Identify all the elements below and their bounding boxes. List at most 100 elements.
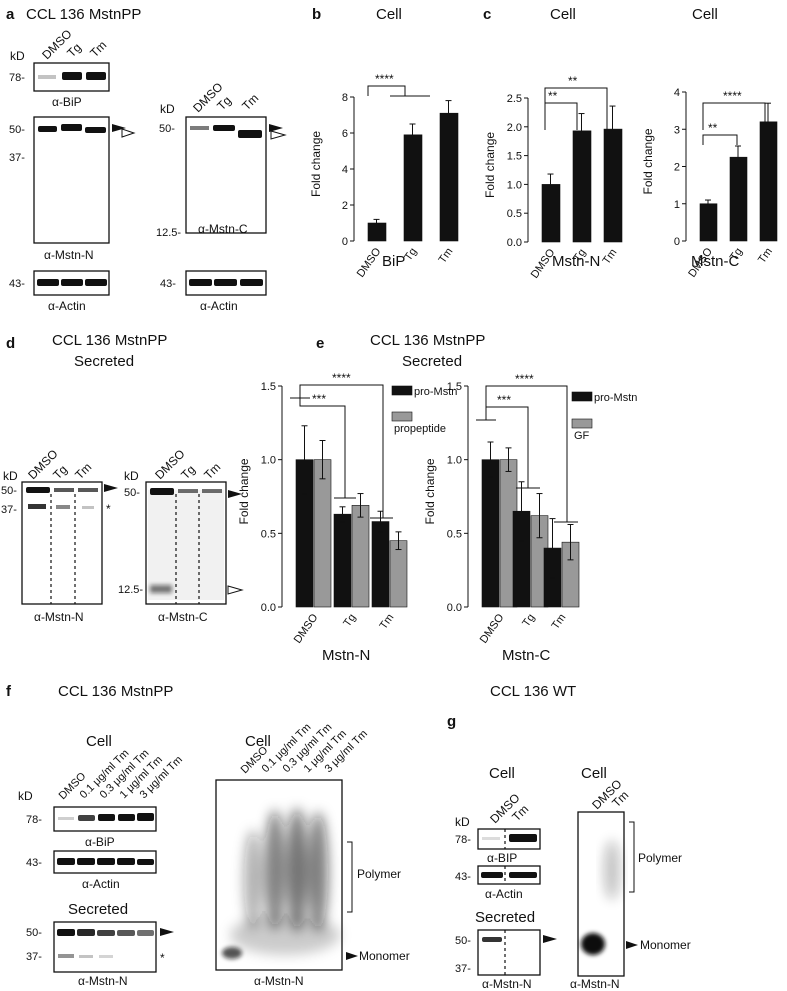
y-axis-label: Fold change — [483, 132, 497, 198]
band — [481, 872, 503, 878]
bar — [371, 521, 390, 608]
band — [98, 814, 115, 821]
panel-letter-g: g — [447, 713, 456, 730]
marker: 78- — [26, 814, 42, 826]
marker: 50- — [26, 927, 42, 939]
significance-label: **** — [375, 72, 394, 86]
marker: 37- — [1, 504, 17, 516]
y-tick-label: 4 — [674, 87, 680, 99]
panel-letter-e: e — [316, 335, 324, 352]
y-tick-label: 0.0 — [447, 602, 462, 614]
chart-c2-xlabel: Mstn-C — [691, 253, 740, 270]
bar — [759, 121, 778, 242]
polymer-bracket — [629, 821, 635, 893]
lane-label: Tg — [178, 462, 198, 482]
y-tick-label: 1.5 — [447, 381, 462, 393]
y-axis-label: Fold change — [309, 131, 323, 197]
significance-label: **** — [332, 371, 351, 385]
legend-swatch — [391, 411, 413, 422]
panel-f-cell: Cell — [86, 733, 112, 750]
polymer-smear — [604, 840, 620, 900]
blot-label: α-Mstn-N — [78, 974, 128, 988]
panel-letter-b: b — [312, 6, 321, 23]
significance-bracket — [299, 384, 384, 518]
marker: 50- — [159, 123, 175, 135]
y-tick-label: 0.0 — [261, 602, 276, 614]
band — [79, 955, 93, 958]
star: * — [160, 951, 165, 965]
band — [82, 506, 94, 509]
marker: 50- — [9, 124, 25, 136]
panel-g-cell: Cell — [489, 765, 515, 782]
blot-label: α-Actin — [82, 877, 120, 891]
legend-label: propeptide — [394, 423, 446, 435]
marker: 12.5- — [156, 227, 181, 239]
significance-label: *** — [312, 392, 326, 406]
panel-a: a CCL 136 MstnPP kD DMSO Tg Tm 78- α-BiP… — [6, 6, 287, 313]
monomer-label: Monomer — [359, 949, 410, 963]
bar — [389, 540, 408, 608]
band — [213, 125, 235, 131]
blot-mstn-n — [33, 116, 110, 244]
significance-label: **** — [723, 89, 742, 103]
marker: 43- — [9, 278, 25, 290]
marker: 78- — [455, 834, 471, 846]
significance-label: ** — [568, 74, 578, 88]
band — [38, 126, 57, 132]
bar — [439, 112, 459, 242]
chart-b-xlabel: BiP — [382, 253, 405, 270]
x-tick-label: Tm — [756, 246, 775, 266]
panel-letter-c: c — [483, 6, 491, 23]
bar — [699, 203, 718, 242]
polymer-label: Polymer — [357, 867, 401, 881]
arrowhead-filled — [346, 952, 358, 960]
chart-e1-xlabel: Mstn-N — [322, 647, 370, 664]
bar — [333, 513, 352, 608]
band — [214, 279, 237, 286]
lane-label: Tm — [239, 91, 261, 113]
legend-label: GF — [574, 430, 590, 442]
band — [137, 859, 154, 865]
x-tick-label: DMSO — [355, 245, 384, 279]
lane-label: Tm — [72, 460, 94, 482]
blot-label: α-BiP — [85, 835, 115, 849]
band — [57, 858, 75, 865]
band — [85, 127, 106, 133]
panel-c-title-2: Cell — [692, 6, 718, 23]
lane-label: Tm — [201, 460, 223, 482]
blot-label: α-Mstn-N — [482, 977, 532, 991]
y-tick-label: 0.5 — [261, 528, 276, 540]
chart-e2-xlabel: Mstn-C — [502, 647, 551, 664]
blot-label: α-BIP — [487, 851, 517, 865]
panel-g-title: CCL 136 WT — [490, 683, 576, 700]
band — [78, 815, 95, 821]
panel-f-cell-2: Cell — [245, 733, 271, 750]
marker: 12.5- — [118, 584, 143, 596]
significance-bracket — [702, 102, 766, 130]
legend-swatch — [571, 418, 593, 429]
y-tick-label: 0 — [674, 236, 680, 248]
y-tick-label: 2 — [674, 162, 680, 174]
kd-label: kD — [160, 102, 175, 116]
significance-bracket — [544, 102, 578, 130]
panel-e-title: CCL 136 MstnPP — [370, 332, 485, 349]
monomer-label: Monomer — [640, 938, 691, 952]
panel-g: g CCL 136 WT Cell Cell kD DMSO Tm 78- α-… — [447, 683, 691, 991]
band — [99, 955, 113, 958]
x-tick-label: Tm — [601, 247, 620, 267]
band — [54, 488, 74, 492]
band — [482, 837, 500, 840]
y-tick-label: 8 — [342, 92, 348, 104]
panel-letter-d: d — [6, 335, 15, 352]
marker: 50- — [455, 935, 471, 947]
bar — [572, 130, 592, 243]
chart-c1-xlabel: Mstn-N — [552, 253, 600, 270]
y-tick-label: 1.0 — [507, 179, 522, 191]
band — [77, 858, 95, 865]
y-tick-label: 4 — [342, 164, 348, 176]
marker: 50- — [1, 485, 17, 497]
y-tick-label: 1 — [674, 199, 680, 211]
x-tick-label: Tm — [437, 246, 456, 266]
